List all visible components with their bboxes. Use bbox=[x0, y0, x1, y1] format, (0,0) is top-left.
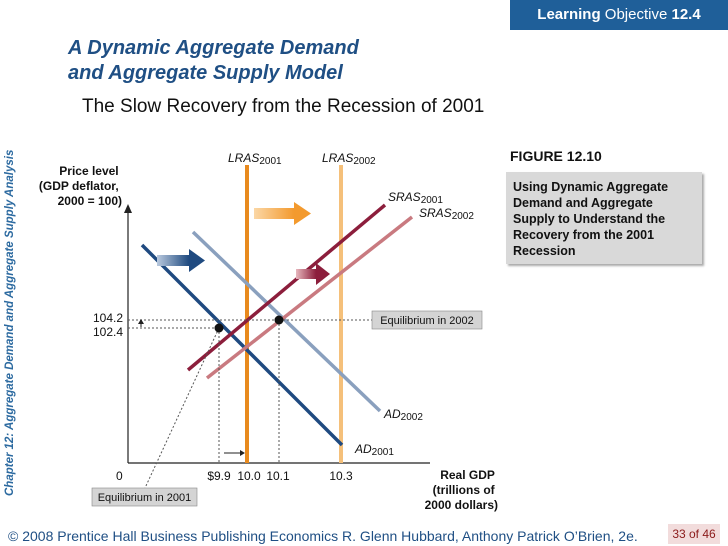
equilibrium-2001-label: Equilibrium in 2001 bbox=[98, 492, 192, 504]
equilibrium-2001-callout: Equilibrium in 2001 bbox=[91, 487, 198, 507]
sras-2002-name: SRAS bbox=[419, 206, 452, 220]
badge-learning: Learning bbox=[537, 6, 601, 23]
title-line-1: A Dynamic Aggregate Demand bbox=[68, 37, 359, 59]
ad-2002-line bbox=[191, 230, 382, 413]
x-tick-10-1: 10.1 bbox=[266, 469, 290, 483]
lras-2002-label: LRAS2002 bbox=[322, 151, 376, 167]
price-arrow-head-icon bbox=[138, 319, 144, 324]
footer-copyright: © 2008 Prentice Hall Business Publishing… bbox=[8, 528, 638, 544]
sras-2001-line bbox=[186, 203, 387, 372]
badge-objective: Objective bbox=[604, 6, 668, 23]
y-axis-arrow-icon bbox=[124, 204, 132, 213]
x-axis-title-1: Real GDP bbox=[440, 468, 495, 482]
callout-line-2001 bbox=[144, 327, 220, 489]
x-axis-title: Real GDP (trillions of 2000 dollars) bbox=[425, 468, 498, 512]
y-axis-title-1: Price level bbox=[59, 164, 118, 178]
y-axis-title-2: (GDP deflator, bbox=[39, 179, 119, 193]
ad-2002-label: AD2002 bbox=[383, 407, 423, 423]
ad-2001-name: AD bbox=[354, 442, 372, 456]
equilibrium-2001-point bbox=[214, 323, 224, 333]
gdp-arrow-head-icon bbox=[240, 450, 245, 456]
lras-2001-label: LRAS2001 bbox=[228, 151, 282, 167]
x-tick-9-9: $9.9 bbox=[207, 469, 231, 483]
sras-2002-line bbox=[205, 215, 414, 380]
x-axis-title-3: 2000 dollars) bbox=[425, 498, 498, 512]
slide-title: A Dynamic Aggregate Demand and Aggregate… bbox=[68, 36, 359, 86]
lras-2001-year: 2001 bbox=[259, 156, 282, 167]
sras-2001-name: SRAS bbox=[388, 190, 421, 204]
ad-2001-year: 2001 bbox=[372, 447, 395, 458]
lras-2001-name: LRAS bbox=[228, 151, 259, 165]
ad-2001-label: AD2001 bbox=[354, 442, 394, 458]
page-number: 33 of 46 bbox=[668, 524, 720, 544]
sras-2001-label: SRAS2001 bbox=[388, 190, 443, 206]
figure-label: FIGURE 12.10 bbox=[510, 148, 602, 164]
origin-label: 0 bbox=[116, 469, 123, 483]
y-axis-title: Price level (GDP deflator, 2000 = 100) bbox=[39, 164, 122, 208]
title-line-2: and Aggregate Supply Model bbox=[68, 62, 343, 84]
badge-number: 12.4 bbox=[671, 6, 701, 23]
equilibrium-2002-point bbox=[274, 315, 284, 325]
ad-2002-year: 2002 bbox=[401, 412, 424, 423]
x-tick-10-3: 10.3 bbox=[329, 469, 353, 483]
ad-shift-arrow-icon bbox=[157, 249, 205, 272]
equilibrium-2002-callout: Equilibrium in 2002 bbox=[371, 310, 483, 330]
lras-2002-year: 2002 bbox=[353, 156, 376, 167]
sras-2001-year: 2001 bbox=[421, 195, 444, 206]
slide-subtitle: The Slow Recovery from the Recession of … bbox=[82, 96, 485, 117]
x-tick-10-0: 10.0 bbox=[237, 469, 261, 483]
sras-2002-year: 2002 bbox=[452, 211, 475, 222]
lras-shift-arrow-icon bbox=[254, 202, 311, 225]
ad-2001-line bbox=[140, 243, 344, 447]
y-tick-102-4: 102.4 bbox=[93, 325, 123, 339]
y-tick-104-2: 104.2 bbox=[93, 311, 123, 325]
figure-caption: Using Dynamic Aggregate Demand and Aggre… bbox=[506, 172, 702, 264]
lras-2002-name: LRAS bbox=[322, 151, 353, 165]
equilibrium-2002-label: Equilibrium in 2002 bbox=[380, 315, 474, 327]
x-axis-title-2: (trillions of bbox=[433, 483, 496, 497]
y-axis-title-3: 2000 = 100) bbox=[58, 194, 122, 208]
learning-objective-badge: Learning Objective 12.4 bbox=[510, 0, 728, 30]
sras-shift-arrow-icon bbox=[296, 263, 330, 285]
ad-2002-name: AD bbox=[383, 407, 401, 421]
sras-2002-label: SRAS2002 bbox=[419, 206, 474, 222]
